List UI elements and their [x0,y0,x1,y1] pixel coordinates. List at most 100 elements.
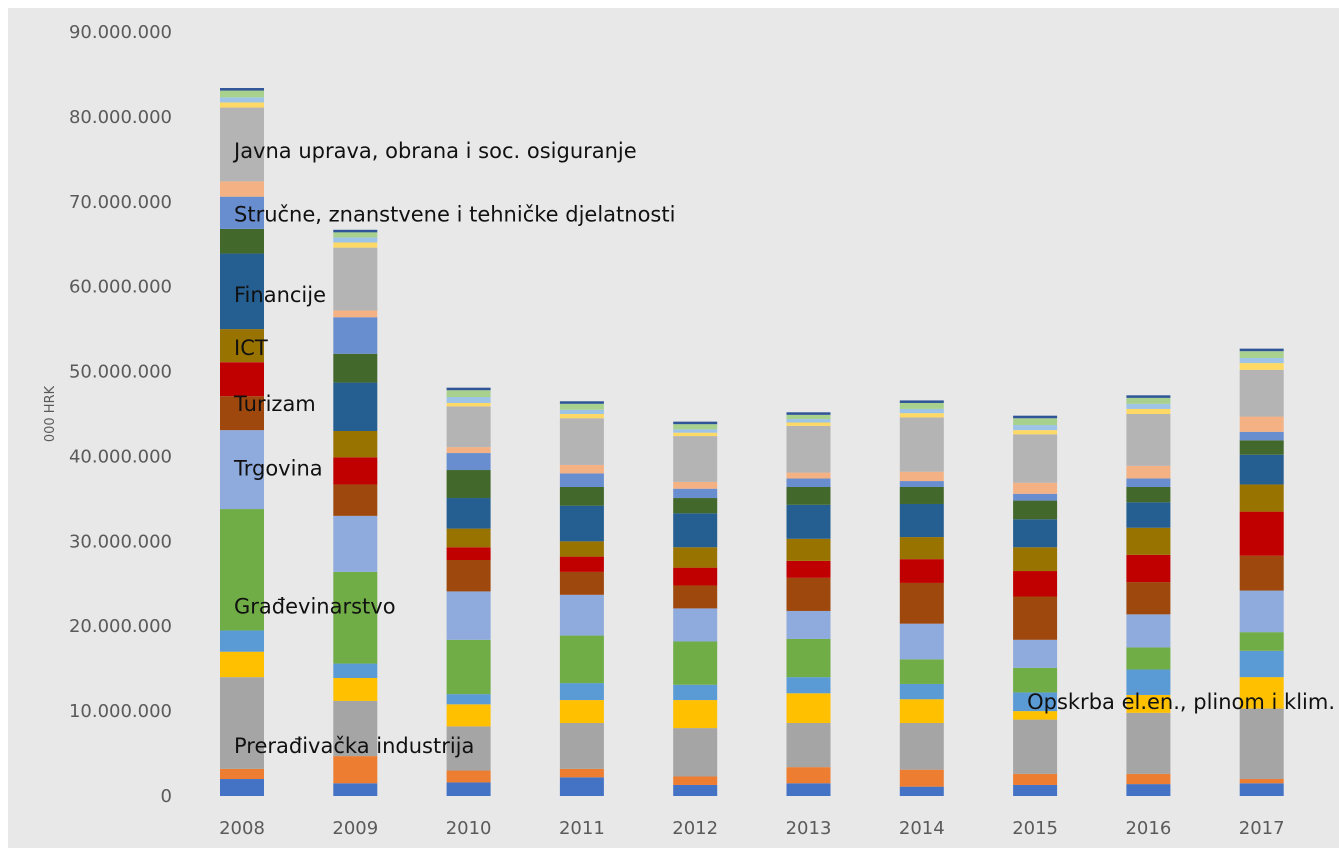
bar-segment [1239,783,1284,796]
bar-segment [1239,440,1284,455]
bar-segment [446,402,491,407]
bar-segment [559,635,604,684]
bar-segment [786,638,831,678]
bar-segment [559,556,604,572]
bar-segment [220,362,264,397]
bar-segment [220,509,264,631]
bar-segment [333,515,378,572]
annotation-label: Financije [234,283,326,307]
bar-segment [333,700,378,757]
bar-segment [559,409,604,414]
bar-segment [1013,784,1058,796]
bar-segment [899,417,944,472]
bar-segment [1126,502,1171,528]
bar-segment [673,784,718,796]
bar-segment [333,229,378,233]
x-tick-label: 2012 [672,818,718,839]
bar-segment [446,591,491,640]
bar-segment [559,700,604,723]
bar-segment [220,779,264,796]
y-tick-label: 70.000.000 [69,192,172,213]
annotation-label: Stručne, znanstvene i tehničke djelatnos… [234,203,675,227]
bar-segment [673,585,718,609]
bar-segment [1126,647,1171,670]
bar-segment [1239,348,1284,352]
bar-segment [1239,484,1284,512]
bar-segment [333,484,378,516]
bar-segment [1126,694,1171,713]
bar-segment [446,453,491,471]
bar-segment [1013,434,1058,483]
bar-segment [220,329,264,363]
bar-segment [220,88,264,91]
bar-segment [899,413,944,418]
bar-segment [899,503,944,538]
bar-segment [673,567,718,586]
bar-segment [333,382,378,431]
y-tick-label: 10.000.000 [69,701,172,722]
y-tick-label: 20.000.000 [69,616,172,637]
bar-segment [673,728,718,777]
bar-segment [1013,773,1058,785]
bar-segment [1239,779,1284,784]
bar-segment [899,683,944,700]
bar-segment [333,310,378,318]
bar-segment [1013,430,1058,435]
annotation-label: Javna uprava, obrana i soc. osiguranje [232,139,637,163]
bar-segment [673,481,718,489]
bar-segment [673,513,718,548]
bar-segment [1013,571,1058,597]
bar-segment [446,406,491,448]
bar-segment [559,683,604,701]
annotation-label: Turizam [233,392,316,416]
bar-segment [786,504,831,539]
bar-segment [1126,465,1171,479]
bar-segment [1013,667,1058,693]
bar-segment [1013,692,1058,712]
bar-segment [333,353,378,383]
bar-segment [899,537,944,560]
bar-segment [559,401,604,404]
bar-segment [899,769,944,787]
bar-segment [1013,711,1058,720]
bar-segment [333,242,378,248]
bar-segment [1239,511,1284,556]
bar-segment [786,425,831,473]
bar-segment [786,693,831,723]
bar-segment [559,541,604,557]
bar-segment [1126,408,1171,414]
bar-segment [333,237,378,243]
bar-segment [899,559,944,583]
x-tick-label: 2016 [1125,818,1171,839]
bar-segment [220,102,264,108]
bar-segment [786,577,831,611]
y-tick-label: 90.000.000 [69,22,172,43]
bar-segment [446,397,491,403]
bar-segment [786,783,831,796]
bar-segment [673,424,718,430]
bar-segment [559,403,604,410]
bar-segment [220,768,264,780]
bar-segment [1239,357,1284,364]
bar-segment [333,783,378,796]
bar-segment [1013,719,1058,774]
bar-segment [1126,403,1171,409]
bar-segment [1126,478,1171,488]
bar-segment [786,422,831,426]
bar-segment [1126,582,1171,615]
bar-segment [1126,395,1171,398]
y-tick-label: 80.000.000 [69,107,172,128]
bar-segment [559,418,604,465]
bar-segment [786,419,831,423]
x-tick-label: 2013 [786,818,832,839]
bar-segment [1239,632,1284,651]
bar-segment [673,608,718,642]
bar-segment [1013,519,1058,548]
bar-segment [899,786,944,796]
x-tick-label: 2008 [219,818,265,839]
bar-segment [220,430,264,510]
bar-segment [786,560,831,578]
bar-segment [899,722,944,770]
y-tick-label: 30.000.000 [69,531,172,552]
bar-segment [1126,527,1171,555]
